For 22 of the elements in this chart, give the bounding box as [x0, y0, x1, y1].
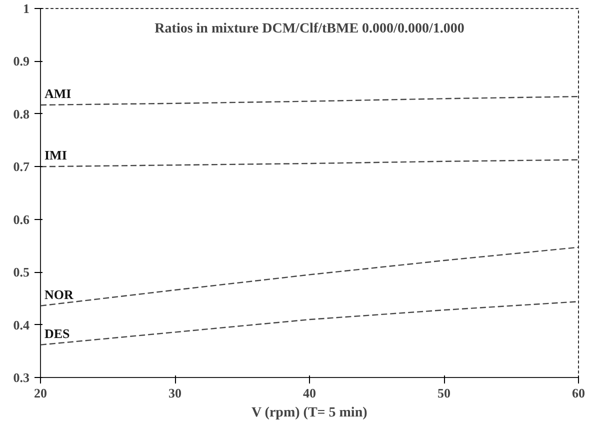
series-label: IMI: [44, 148, 67, 163]
text: Ratios in mixture DCM/Clf/tBME 0.000/0.000/1.000: [154, 22, 464, 36]
x-tick-label: 20: [34, 386, 47, 400]
line-series: [40, 159, 578, 168]
y-tick-label: 0.8: [13, 106, 30, 122]
y-tick-label: 1: [23, 1, 30, 16]
series-label: DES: [44, 326, 70, 341]
x-tick-label: 30: [168, 386, 182, 400]
y-tick-label: 0.6: [13, 212, 30, 227]
line-series: [40, 246, 578, 306]
line-series: [40, 300, 578, 346]
y-tick-label: 0.7: [13, 159, 30, 174]
y-tick-label: 0.4: [13, 317, 30, 332]
series-label: AMI: [44, 86, 72, 101]
series-label: NOR: [44, 286, 74, 302]
x-tick-label: 60: [572, 386, 585, 400]
x-tick-label: 50: [438, 386, 450, 400]
y-tick-label: 0.3: [13, 370, 30, 385]
y-tick-label: 0.9: [13, 54, 30, 69]
x-tick-label: 40: [303, 386, 316, 400]
y-tick-label: 0.5: [13, 264, 30, 280]
x-axis-title: V (rpm) (T= 5 min): [251, 406, 368, 420]
